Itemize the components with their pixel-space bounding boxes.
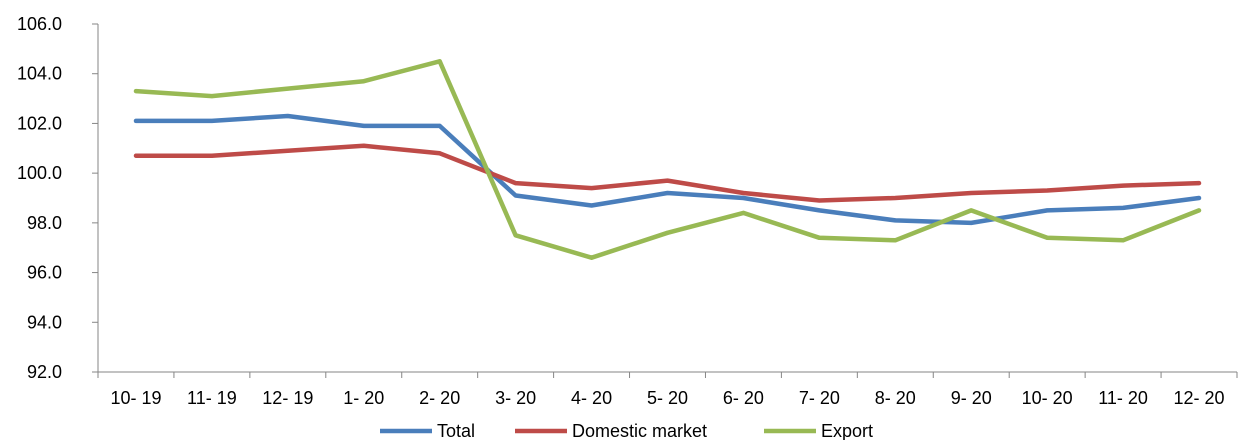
legend-label: Export xyxy=(821,421,873,440)
x-tick-label: 5- 20 xyxy=(647,388,688,408)
data-point xyxy=(285,86,290,91)
x-tick-label: 10- 19 xyxy=(110,388,161,408)
data-point xyxy=(209,153,214,158)
y-tick-label: 92.0 xyxy=(27,362,62,382)
data-point xyxy=(285,113,290,118)
x-tick-label: 6- 20 xyxy=(723,388,764,408)
data-point xyxy=(437,151,442,156)
y-tick-label: 100.0 xyxy=(17,163,62,183)
legend-label: Total xyxy=(437,421,475,440)
y-axis-tick-labels: 92.0 94.0 96.0 98.0 100.0 102.0 104.0 106.0 xyxy=(17,14,62,382)
data-point xyxy=(893,238,898,243)
data-point xyxy=(1121,205,1126,210)
data-point xyxy=(589,203,594,208)
x-tick-label: 11- 19 xyxy=(187,388,237,408)
data-point xyxy=(817,198,822,203)
x-tick-label: 12- 20 xyxy=(1174,388,1225,408)
series-line-2 xyxy=(133,59,1202,260)
x-tick-label: 12- 19 xyxy=(262,388,313,408)
x-tick-label: 2- 20 xyxy=(419,388,460,408)
data-point xyxy=(133,118,138,123)
y-tick-label: 106.0 xyxy=(17,14,62,34)
data-point xyxy=(513,233,518,238)
data-point xyxy=(1197,196,1202,200)
data-point xyxy=(893,218,898,223)
y-tick-label: 94.0 xyxy=(27,312,62,332)
data-point xyxy=(969,208,974,213)
data-point xyxy=(1045,208,1050,213)
data-point xyxy=(817,235,822,240)
data-point xyxy=(741,191,746,196)
data-point xyxy=(893,196,898,200)
data-point xyxy=(361,143,366,148)
y-tick-label: 98.0 xyxy=(27,213,62,233)
data-point xyxy=(969,191,974,196)
data-point xyxy=(513,193,518,198)
data-point xyxy=(665,178,670,183)
data-point xyxy=(361,123,366,128)
data-point xyxy=(665,230,670,235)
x-tick-label: 1- 20 xyxy=(343,388,384,408)
data-point xyxy=(1197,208,1202,213)
data-point xyxy=(437,123,442,128)
series-lines xyxy=(133,59,1202,260)
data-point xyxy=(1121,183,1126,188)
x-tick-label: 9- 20 xyxy=(951,388,992,408)
data-point xyxy=(133,153,138,158)
series-line-0 xyxy=(133,113,1202,226)
data-point xyxy=(1045,188,1050,193)
x-tick-label: 8- 20 xyxy=(875,388,916,408)
y-tick-label: 104.0 xyxy=(17,64,62,84)
data-point xyxy=(361,79,366,84)
data-point xyxy=(1197,181,1202,186)
data-point xyxy=(285,148,290,153)
data-point xyxy=(665,191,670,196)
y-tick-label: 96.0 xyxy=(27,263,62,283)
data-point xyxy=(437,59,442,64)
legend: Total Domestic market Export xyxy=(380,421,873,440)
legend-label: Domestic market xyxy=(572,421,707,440)
data-point xyxy=(1121,238,1126,243)
x-axis-tick-labels: 10- 19 11- 19 12- 19 1- 20 2- 20 3- 20 4- 20 5-… xyxy=(110,388,1224,408)
x-tick-label: 3- 20 xyxy=(495,388,536,408)
data-point xyxy=(969,220,974,225)
data-point xyxy=(589,255,594,260)
y-tick-label: 102.0 xyxy=(17,113,62,133)
x-tick-label: 10- 20 xyxy=(1022,388,1073,408)
x-tick-label: 4- 20 xyxy=(571,388,612,408)
data-point xyxy=(209,118,214,123)
data-point xyxy=(513,181,518,186)
data-point xyxy=(209,94,214,99)
data-point xyxy=(589,186,594,191)
x-tick-label: 11- 20 xyxy=(1098,388,1148,408)
data-point xyxy=(133,89,138,94)
data-point xyxy=(817,208,822,213)
data-point xyxy=(1045,235,1050,240)
data-point xyxy=(741,196,746,200)
data-point xyxy=(741,210,746,215)
x-tick-label: 7- 20 xyxy=(799,388,840,408)
chart-axes xyxy=(92,23,1238,378)
